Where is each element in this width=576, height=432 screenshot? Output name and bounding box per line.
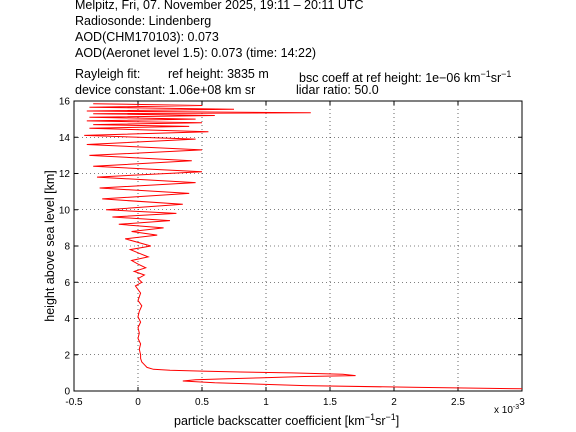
lidar-ratio-label: lidar ratio: 50.0 [296, 83, 379, 97]
y-tick-label: 14 [59, 133, 71, 144]
x-tick-label: 1.5 [323, 397, 337, 408]
x-tick-label: 2 [391, 397, 397, 408]
x-axis-multiplier: x 10-3 [494, 404, 519, 416]
x-tick-label: 1 [263, 397, 269, 408]
backscatter-profile-line [84, 103, 523, 390]
y-tick-label: 8 [64, 242, 70, 253]
y-tick-label: 12 [59, 169, 71, 180]
title-line-aod-chm: AOD(CHM170103): 0.073 [75, 30, 219, 44]
ref-height-label: ref height: 3835 m [168, 67, 269, 81]
y-tick-label: 6 [64, 278, 70, 289]
x-tick-label: 3 [519, 397, 525, 408]
title-line-radiosonde: Radiosonde: Lindenberg [75, 14, 212, 28]
bsc-coeff-label: bsc coeff at ref height: 1e−06 km−1sr−1 [299, 69, 512, 86]
y-tick-label: 2 [64, 350, 70, 361]
x-tick-label: -0.5 [65, 397, 83, 408]
x-axis-label: particle backscatter coefficient [km−1sr… [174, 412, 399, 428]
x-tick-label: 0 [135, 397, 141, 408]
y-tick-label: 0 [64, 387, 70, 398]
y-tick-label: 10 [59, 205, 71, 216]
y-tick-label: 4 [64, 314, 70, 325]
x-tick-label: 2.5 [451, 397, 465, 408]
rayleigh-fit-label: Rayleigh fit: [75, 67, 141, 81]
y-tick-label: 16 [59, 97, 71, 108]
title-line-aod-aeronet: AOD(Aeronet level 1.5): 0.073 (time: 14:… [75, 46, 317, 60]
title-line-location: Melpitz, Fri, 07. November 2025, 19:11 –… [75, 0, 364, 12]
x-tick-label: 0.5 [195, 397, 209, 408]
grid-lines [74, 101, 522, 391]
y-axis-label: height above sea level [km] [43, 170, 57, 321]
device-constant-label: device constant: 1.06e+08 km sr [75, 83, 256, 97]
